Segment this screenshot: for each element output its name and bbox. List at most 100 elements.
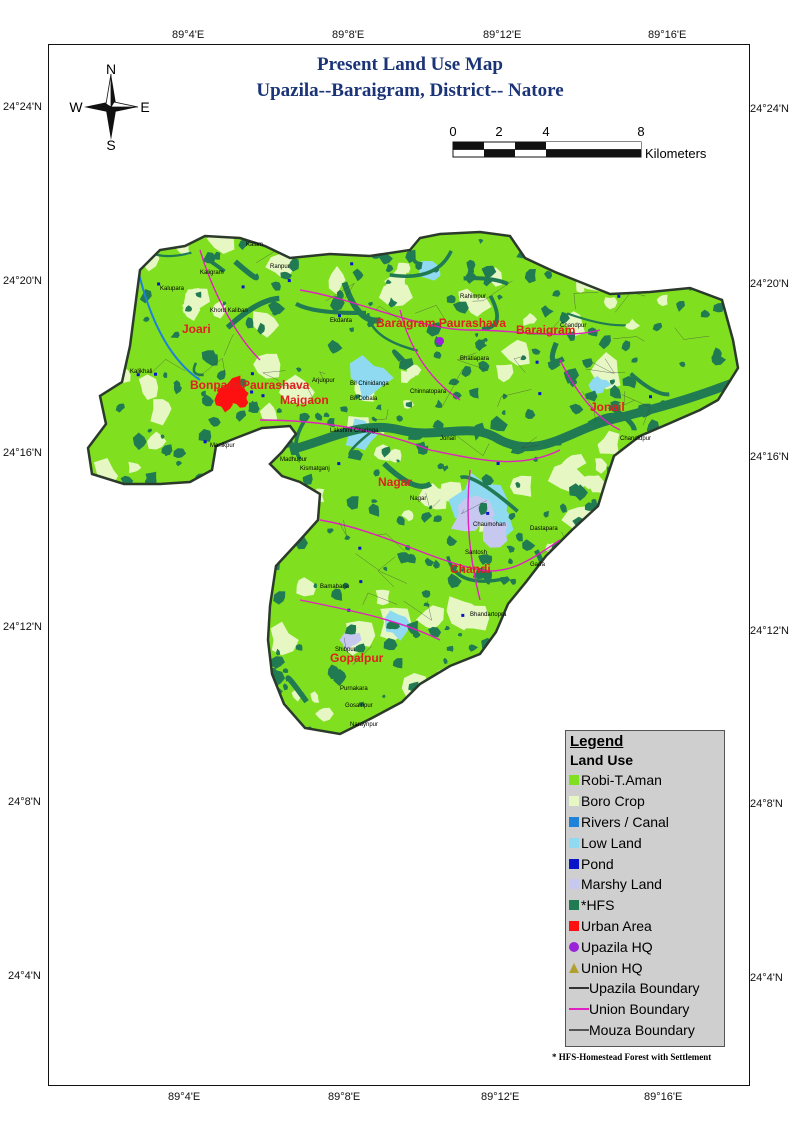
hfs-patch — [344, 624, 357, 635]
hfs-patch — [217, 463, 226, 470]
hfs-patch — [678, 497, 690, 509]
legend-label: Pond — [581, 855, 614, 872]
hfs-patch — [167, 539, 174, 549]
low-land-patch — [349, 355, 394, 401]
mouza-boundary — [572, 555, 596, 560]
boro-crop-patch — [249, 715, 279, 734]
hfs-patch — [161, 444, 173, 456]
hfs-patch — [251, 675, 261, 685]
hfs-patch — [170, 331, 180, 338]
hfs-patch — [98, 313, 109, 323]
mouza-boundary — [651, 694, 667, 709]
hfs-patch — [268, 300, 286, 315]
scale-tick-8: 8 — [637, 124, 644, 139]
hfs-settlement-line — [232, 602, 256, 643]
place-label: Kaligram — [200, 270, 224, 276]
land-use-map[interactable]: Joari Baraigram Paurashava Baraigram Bonpar… — [48, 44, 750, 1086]
hfs-patch — [110, 487, 124, 502]
hfs-patch — [585, 540, 600, 553]
pond-mark — [143, 252, 147, 256]
legend-label: Low Land — [581, 834, 642, 851]
union-label[interactable]: Baraigram — [516, 323, 575, 337]
place-label: Arjunpur — [312, 378, 335, 384]
hfs-patch — [226, 504, 239, 512]
place-label: Chandpur — [560, 323, 586, 329]
hfs-patch — [385, 279, 392, 284]
hfs-patch — [434, 693, 446, 704]
legend-swatch — [569, 796, 579, 807]
hfs-patch — [433, 515, 442, 523]
mouza-boundary — [682, 716, 712, 720]
boro-crop-patch — [233, 669, 254, 687]
hfs-patch — [660, 588, 676, 606]
pond-mark — [350, 262, 354, 266]
hfs-patch — [666, 678, 672, 686]
hfs-patch — [308, 237, 324, 256]
mouza-boundary — [512, 698, 536, 709]
lat-label-right: 24°4'N — [750, 972, 783, 984]
hfs-patch — [215, 689, 226, 700]
hfs-patch — [270, 281, 281, 291]
hfs-patch — [412, 258, 419, 264]
boro-crop-patch — [614, 262, 634, 280]
pond-mark — [536, 584, 540, 588]
hfs-patch — [117, 522, 130, 538]
place-label: Bhatiapara — [460, 356, 490, 362]
hfs-patch — [444, 625, 450, 631]
hfs-patch — [617, 568, 630, 580]
mouza-boundary — [526, 320, 559, 335]
pond-mark — [214, 487, 218, 491]
hfs-patch — [176, 705, 187, 713]
boro-crop-patch — [576, 281, 585, 293]
hfs-patch — [631, 357, 638, 363]
hfs-patch — [352, 268, 364, 282]
mouza-boundary — [343, 637, 361, 663]
hfs-patch — [276, 408, 282, 413]
hfs-patch — [584, 502, 596, 511]
hfs-patch — [186, 609, 192, 616]
hfs-patch — [207, 353, 218, 366]
hfs-patch — [208, 672, 217, 682]
hfs-patch — [443, 657, 448, 665]
hfs-patch — [625, 627, 630, 634]
boro-crop-patch — [560, 717, 576, 729]
hfs-patch — [201, 350, 217, 364]
hfs-patch — [381, 446, 391, 458]
hfs-patch — [297, 232, 311, 242]
union-label[interactable]: Bonpara Paurashava — [190, 378, 310, 392]
pond-mark — [241, 285, 245, 289]
hfs-patch — [515, 532, 523, 542]
canal — [137, 269, 201, 381]
lat-label-left: 24°4'N — [8, 970, 41, 982]
hfs-patch — [597, 543, 614, 556]
hfs-patch — [216, 624, 223, 629]
hfs-patch — [607, 594, 619, 607]
boro-crop-patch — [595, 458, 607, 474]
hfs-patch — [485, 657, 499, 669]
union-label[interactable]: Nagar — [378, 475, 412, 489]
mouza-boundary — [377, 533, 405, 552]
upazila-hq-icon[interactable] — [436, 337, 444, 345]
hfs-patch — [88, 262, 96, 272]
place-label: Chinnatopara — [410, 389, 447, 395]
legend-item: Union Boundary — [566, 999, 724, 1020]
hfs-patch — [349, 327, 354, 333]
hfs-patch — [671, 252, 683, 266]
hfs-patch — [142, 562, 155, 579]
hfs-patch — [148, 705, 154, 712]
hfs-patch — [434, 399, 443, 408]
union-label[interactable]: Chandi — [450, 562, 491, 576]
union-label[interactable]: Majgaon — [280, 393, 329, 407]
hfs-patch — [383, 566, 388, 572]
hfs-patch — [164, 526, 177, 541]
boro-crop-patch — [652, 432, 666, 448]
union-label[interactable]: Joari — [182, 322, 211, 336]
hfs-patch — [501, 410, 506, 415]
hfs-patch — [134, 634, 141, 641]
hfs-settlement-line — [348, 430, 373, 458]
union-label[interactable]: Jonail — [590, 400, 625, 414]
lat-label-left: 24°16'N — [3, 447, 42, 459]
pond-mark — [140, 250, 144, 254]
union-label[interactable]: Gopalpur — [330, 651, 384, 665]
union-label[interactable]: Baraigram Paurashava — [376, 316, 506, 330]
